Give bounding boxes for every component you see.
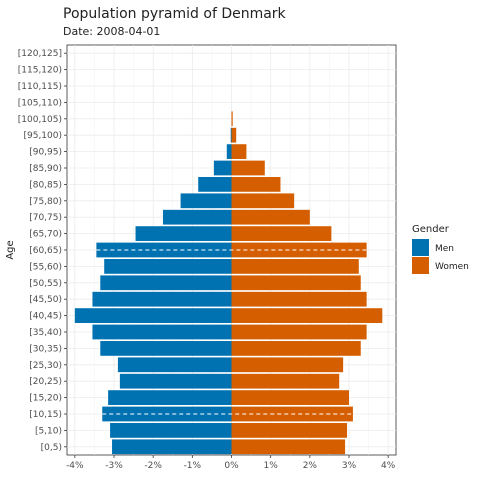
bar-women — [232, 341, 361, 356]
y-tick-label: [40,45) — [29, 312, 62, 322]
bar-men — [227, 144, 232, 159]
y-tick-label: [20,25) — [29, 377, 62, 387]
y-tick-label: [15,20) — [29, 394, 62, 404]
y-tick-label: [5,10) — [35, 426, 62, 436]
y-tick-label: [95,100) — [23, 131, 62, 141]
y-tick-label: [120,125] — [18, 49, 62, 59]
bar-women — [232, 259, 359, 274]
bar-women — [232, 325, 367, 340]
y-axis: [0,5) [5,10) [10,15) [15,20) [20,25) [25,30) [… — [18, 49, 67, 453]
y-tick-label: [110,115) — [18, 82, 62, 92]
bar-women — [232, 161, 265, 176]
bar-men — [100, 341, 231, 356]
x-tick-label: 0% — [224, 461, 239, 471]
bar-women — [232, 292, 367, 307]
y-tick-label: [115,120) — [18, 66, 62, 76]
bar-women — [232, 275, 361, 290]
legend-title: Gender — [412, 224, 450, 235]
x-tick-label: -1% — [184, 461, 202, 471]
bar-men — [136, 226, 232, 241]
bar-men — [75, 308, 232, 323]
y-tick-label: [100,105) — [18, 115, 62, 125]
legend-label-women: Women — [435, 262, 469, 272]
legend-key-men — [412, 239, 429, 256]
y-tick-label: [35,40) — [29, 328, 62, 338]
y-tick-label: [30,35) — [29, 344, 62, 354]
bar-men — [163, 210, 232, 225]
chart-title: Population pyramid of Denmark — [63, 6, 287, 22]
bar-men — [100, 275, 231, 290]
y-tick-label: [75,80) — [29, 197, 62, 207]
x-tick-label: 4% — [381, 461, 396, 471]
y-tick-label: [45,50) — [29, 295, 62, 305]
x-axis: -4% -3% -2% -1% 0% 1% 2% 3% 4% — [66, 455, 396, 471]
bar-men — [231, 128, 232, 143]
bar-women — [232, 177, 281, 192]
bar-men — [92, 325, 231, 340]
y-axis-title: Age — [5, 240, 16, 259]
bar-women — [232, 374, 340, 389]
x-tick-label: 2% — [303, 461, 318, 471]
y-tick-label: [70,75) — [29, 213, 62, 223]
chart-subtitle: Date: 2008-04-01 — [63, 25, 160, 38]
y-tick-label: [80,85) — [29, 180, 62, 190]
bar-women — [232, 390, 350, 405]
bar-men — [108, 390, 231, 405]
y-tick-label: [55,60) — [29, 262, 62, 272]
bar-women — [232, 128, 237, 143]
bar-women — [232, 357, 344, 372]
bar-women — [232, 210, 310, 225]
y-tick-label: [10,15) — [29, 410, 62, 420]
bar-women — [232, 308, 383, 323]
bar-women — [232, 439, 346, 454]
x-tick-label: 3% — [342, 461, 357, 471]
bar-men — [112, 439, 231, 454]
legend-label-men: Men — [435, 244, 454, 254]
x-tick-label: 1% — [264, 461, 279, 471]
bar-men — [92, 292, 231, 307]
y-tick-label: [90,95) — [29, 148, 62, 158]
y-tick-label: [85,90) — [29, 164, 62, 174]
bar-men — [118, 357, 232, 372]
legend: Gender Men Women — [412, 224, 469, 274]
bar-men — [110, 423, 231, 438]
bar-men — [120, 374, 232, 389]
x-tick-label: -2% — [144, 461, 162, 471]
bar-men — [198, 177, 231, 192]
bar-men — [181, 193, 232, 208]
bar-women — [232, 226, 332, 241]
y-tick-label: [50,55) — [29, 279, 62, 289]
y-tick-label: [105,110) — [18, 98, 62, 108]
bar-women — [232, 111, 233, 126]
y-tick-label: [0,5) — [41, 443, 62, 453]
y-tick-label: [65,70) — [29, 230, 62, 240]
y-tick-label: [25,30) — [29, 361, 62, 371]
bar-women — [232, 193, 295, 208]
y-tick-label: [60,65) — [29, 246, 62, 256]
legend-key-women — [412, 257, 429, 274]
bar-women — [232, 144, 247, 159]
x-tick-label: -4% — [66, 461, 84, 471]
x-tick-label: -3% — [105, 461, 123, 471]
bar-women — [232, 423, 348, 438]
bar-men — [214, 161, 232, 176]
bar-men — [104, 259, 231, 274]
